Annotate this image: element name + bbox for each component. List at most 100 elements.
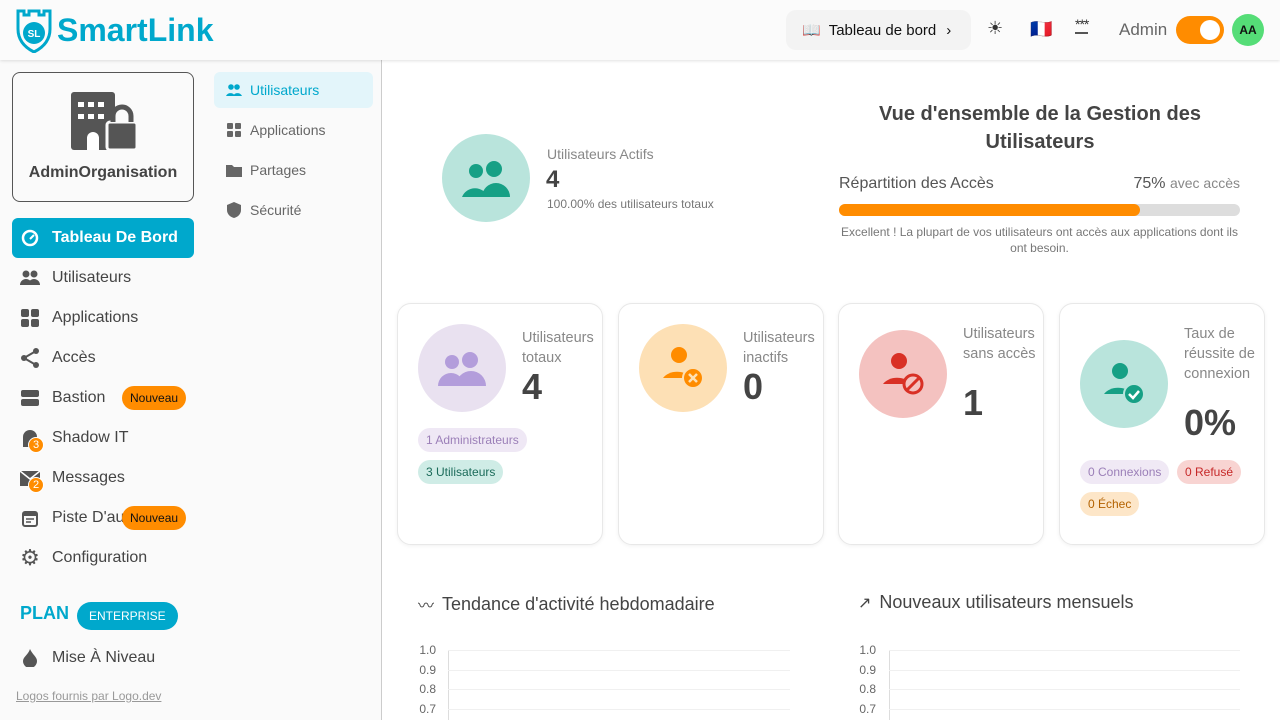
sub-nav: Utilisateurs Applications Partages Sécur…	[206, 60, 382, 720]
ghost-icon: 3	[20, 428, 44, 453]
logo-dev-link[interactable]: Logos fournis par Logo.dev	[16, 689, 162, 703]
nav-label: Tableau De Bord	[52, 229, 178, 246]
card-label: Utilisateurs sans accès	[963, 326, 1036, 362]
admin-label: Admin	[1119, 20, 1168, 39]
subnav-label: Sécurité	[250, 202, 302, 218]
nav-label: Accès	[52, 349, 96, 366]
nav-configuration[interactable]: ⚙ Configuration	[12, 538, 194, 578]
shield-icon	[226, 202, 242, 218]
avatar[interactable]: AA	[1232, 14, 1264, 46]
nav-label: Configuration	[52, 549, 148, 566]
access-progress-bar	[839, 204, 1240, 216]
y-tick-label: 1.0	[419, 643, 436, 657]
logo[interactable]: SL SmartLink	[15, 7, 213, 53]
card-label: Taux de réussite de connexion	[1184, 326, 1255, 382]
subnav-utilisateurs[interactable]: Utilisateurs	[214, 72, 373, 108]
flag-fr-icon[interactable]: 🇫🇷	[1030, 19, 1053, 39]
count-badge: 3	[28, 437, 44, 453]
building-lock-icon	[71, 92, 137, 152]
weekly-activity-title: 〰 Tendance d'activité hebdomadaire	[418, 592, 715, 616]
org-card[interactable]: AdminOrganisation	[12, 72, 194, 202]
chart-title-text: Nouveaux utilisateurs mensuels	[879, 592, 1134, 612]
subnav-securite[interactable]: Sécurité	[214, 192, 373, 228]
gridline	[889, 650, 1240, 651]
y-axis	[889, 650, 890, 720]
nav-bastion[interactable]: Bastion Nouveau	[12, 378, 194, 418]
gauge-icon	[20, 228, 40, 248]
gridline	[889, 689, 1240, 691]
plan-label: PLAN	[20, 603, 69, 623]
top-header: SL SmartLink 📖 Tableau de bord › ☀ 🇫🇷 **…	[0, 0, 1280, 60]
y-tick-label: 0.9	[859, 662, 876, 677]
access-label: Répartition des Accès	[839, 175, 994, 192]
subnav-partages[interactable]: Partages	[214, 152, 373, 188]
nav-label: Mise À Niveau	[52, 649, 156, 666]
server-icon	[20, 388, 40, 408]
y-tick-label: 1.0	[859, 643, 876, 657]
subnav-applications[interactable]: Applications	[214, 112, 373, 148]
overview-title: Vue d'ensemble de la Gestion des Utilisa…	[879, 103, 1201, 153]
user-x-icon	[639, 324, 727, 412]
monthly-users-title: ↗ Nouveaux utilisateurs mensuels	[858, 592, 1134, 613]
access-suffix: avec accès	[1169, 175, 1240, 191]
nav-tableau-de-bord[interactable]: Tableau De Bord	[12, 218, 194, 258]
refused-pill: 0 Refusé	[1177, 460, 1242, 484]
activity-icon: 〰	[418, 598, 435, 615]
nav-messages[interactable]: 2 Messages	[12, 458, 194, 498]
nav-label: Shadow IT	[52, 429, 129, 446]
gridline	[889, 669, 1240, 671]
nav-label: Bastion	[52, 389, 106, 406]
nav-acces[interactable]: Accès	[12, 338, 194, 378]
nav-applications[interactable]: Applications	[12, 298, 194, 338]
y-tick-label: 0.8	[859, 682, 876, 697]
nav-utilisateurs[interactable]: Utilisateurs	[12, 258, 194, 298]
y-tick-label: 0.9	[419, 662, 436, 677]
access-progress-fill	[839, 204, 1140, 216]
y-axis	[448, 650, 449, 720]
gridline	[448, 689, 790, 691]
gridline	[448, 709, 790, 711]
new-badge: Nouveau	[122, 386, 187, 410]
nav-label: Messages	[52, 469, 125, 486]
password-icon[interactable]: ***	[1075, 16, 1089, 34]
active-users-label: Utilisateurs Actifs	[547, 146, 654, 162]
calendar-icon	[20, 508, 40, 528]
grid-icon	[20, 308, 40, 328]
subnav-label: Partages	[250, 162, 307, 178]
card-value: 0	[743, 366, 764, 407]
grid-icon	[226, 123, 242, 137]
sidebar: AdminOrganisation Tableau De Bord Utilis…	[0, 60, 206, 720]
chevron-right-icon: ›	[946, 21, 952, 39]
share-icon	[20, 348, 40, 368]
card-label: Utilisateurs inactifs	[743, 330, 815, 366]
users-icon	[418, 324, 506, 412]
chart-title-text: Tendance d'activité hebdomadaire	[442, 593, 715, 614]
y-tick-label: 0.7	[419, 702, 436, 717]
access-pct: 75%	[1133, 175, 1166, 192]
access-summary: 75% avec accès	[1133, 175, 1240, 193]
breadcrumb-button[interactable]: 📖 Tableau de bord ›	[786, 10, 971, 50]
connexions-pill: 0 Connexions	[1080, 460, 1170, 484]
active-users-icon-circle	[442, 134, 530, 222]
nav-label: Piste D'au	[52, 509, 125, 526]
plan-badge: ENTERPRISE	[77, 602, 178, 630]
users-pill: 3 Utilisateurs	[418, 460, 504, 484]
sun-icon[interactable]: ☀	[987, 18, 1004, 38]
gridline	[448, 650, 790, 651]
brand-name: SmartLink	[57, 11, 214, 48]
card-label: Utilisateurs totaux	[522, 330, 594, 366]
nav-shadow-it[interactable]: 3 Shadow IT	[12, 418, 194, 458]
subnav-label: Utilisateurs	[250, 82, 320, 98]
users-icon	[462, 161, 510, 197]
card-value: 1	[963, 382, 984, 423]
card-login-success: Taux de réussite de connexion 0% 0 Conne…	[1059, 303, 1265, 545]
nav-piste-audit[interactable]: Piste D'au Nouveau	[12, 498, 194, 538]
nav-upgrade[interactable]: Mise À Niveau	[12, 638, 194, 678]
card-value: 0%	[1184, 402, 1237, 443]
y-tick-label: 0.8	[419, 682, 436, 697]
shield-logo-icon: SL	[16, 9, 52, 53]
admin-toggle[interactable]	[1176, 16, 1224, 44]
nav-label: Utilisateurs	[52, 269, 132, 286]
active-users-value: 4	[546, 166, 560, 193]
mail-icon: 2	[20, 468, 44, 493]
